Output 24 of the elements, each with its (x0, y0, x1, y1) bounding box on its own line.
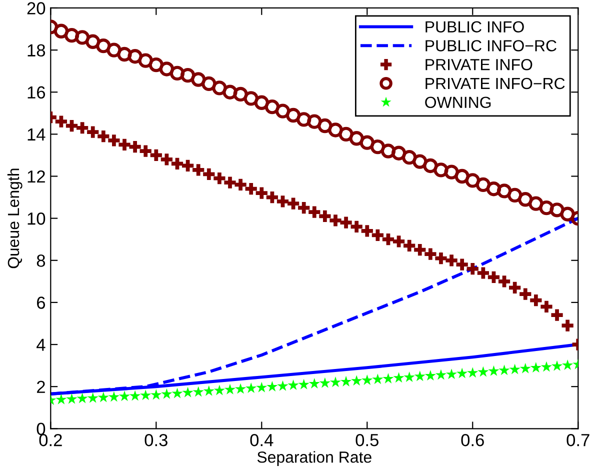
y-tick-label: 18 (28, 44, 46, 57)
legend-label: PUBLIC INFO (426, 21, 524, 32)
legend-label: OWNING (425, 96, 491, 108)
y-tick-label: 20 (27, 2, 46, 14)
y-tick-label: 6 (37, 296, 46, 309)
x-tick-label: 0.6 (461, 434, 484, 446)
y-axis-title: Queue Length (7, 168, 22, 268)
legend-label: PRIVATE INFO−RC (426, 78, 565, 90)
x-axis-title: Separation Rate (257, 451, 372, 466)
y-tick-label: 16 (28, 86, 46, 99)
y-tick-label: 14 (28, 128, 46, 140)
x-tick-label: 0.2 (39, 434, 62, 446)
legend-label: PRIVATE INFO (426, 58, 532, 70)
x-tick-label: 0.7 (566, 434, 590, 446)
y-tick-label: 8 (36, 254, 46, 267)
x-tick-label: 0.3 (144, 434, 168, 446)
y-tick-label: 0 (36, 422, 46, 436)
y-tick-label: 2 (37, 380, 45, 393)
y-tick-label: 10 (28, 212, 46, 225)
y-tick-label: 12 (28, 170, 45, 183)
y-tick-label: 4 (36, 338, 46, 351)
x-tick-label: 0.5 (356, 434, 378, 446)
x-tick-label: 0.4 (250, 434, 274, 446)
legend-label: PUBLIC INFO−RC (426, 40, 556, 52)
